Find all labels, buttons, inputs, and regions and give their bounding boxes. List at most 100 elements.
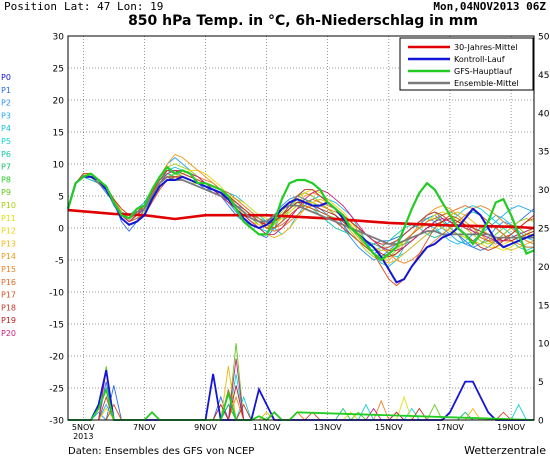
member-label-p16: P16 <box>1 278 16 287</box>
member-precip-p1 <box>105 385 122 421</box>
member-precip-p15 <box>373 399 390 421</box>
member-label-p19: P19 <box>1 316 16 325</box>
member-precip-p19 <box>388 411 405 421</box>
temp-line-kontroll-lauf <box>67 175 535 284</box>
member-label-p14: P14 <box>1 252 16 261</box>
y-tick-label-left: -5 <box>55 257 64 267</box>
y-tick-label-right: 25 <box>538 225 549 235</box>
member-precip-p7 <box>220 403 237 421</box>
x-tick-label: 13NOV <box>314 423 342 432</box>
member-precip-p1 <box>212 395 229 421</box>
y-tick-label-right: 35 <box>538 148 549 158</box>
member-precip-p5 <box>510 403 527 421</box>
member-label-p18: P18 <box>1 303 16 312</box>
member-label-p4: P4 <box>1 124 11 133</box>
member-label-p12: P12 <box>1 227 16 236</box>
chart-title: 850 hPa Temp. in °C, 6h-Niederschlag in … <box>128 13 478 29</box>
y-tick-label-left: -10 <box>49 289 64 299</box>
member-precip-p11 <box>396 395 413 421</box>
temp-line-gfs-hauptlauf <box>66 165 535 262</box>
member-precip-p9 <box>426 403 443 421</box>
member-label-p6: P6 <box>1 150 11 159</box>
member-label-p7: P7 <box>1 163 11 172</box>
member-label-p11: P11 <box>1 214 16 223</box>
member-precip-p9 <box>350 411 367 421</box>
member-precip-p13 <box>464 407 481 421</box>
member-label-p3: P3 <box>1 111 11 120</box>
y-tick-label-left: 0 <box>58 225 64 235</box>
member-precip-p20 <box>365 407 382 421</box>
member-precip-p7 <box>335 407 352 421</box>
brand-label: Wetterzentrale <box>464 444 546 457</box>
data-source: Daten: Ensembles des GFS von NCEP <box>68 446 254 457</box>
x-tick-label: 15NOV <box>375 423 403 432</box>
x-tick-label: 7NOV <box>133 423 156 432</box>
plot-frame <box>67 35 535 421</box>
member-label-p0: P0 <box>1 73 11 82</box>
y-tick-label-right: 15 <box>538 301 549 311</box>
member-precip-p19 <box>227 385 245 421</box>
precip-line-gfs-hauptlauf <box>68 386 535 422</box>
member-precip-p15 <box>227 395 245 421</box>
legend-label: Ensemble-Mittel <box>454 79 519 88</box>
member-precip-p9 <box>227 343 245 421</box>
x-tick-label: 17NOV <box>436 423 464 432</box>
ensemble-members <box>67 153 535 421</box>
y-tick-label-left: -20 <box>49 353 64 363</box>
member-precip-p5 <box>403 407 420 421</box>
temp-line-ensemble-mittel <box>67 175 534 245</box>
lat-lon-label: Lat: 47 Lon: 19 <box>64 0 163 13</box>
member-precip-p13 <box>220 366 237 421</box>
y-tick-label-right: 10 <box>538 340 550 350</box>
x-tick-label: 5NOV <box>72 423 95 432</box>
axes: 302520151050-5-10-15-20-25-3050454035302… <box>49 33 549 442</box>
y-tick-label-right: 5 <box>538 378 544 388</box>
member-label-p2: P2 <box>1 99 11 108</box>
member-precip-p18 <box>411 407 428 421</box>
y-tick-label-right: 30 <box>538 186 550 196</box>
member-label-p15: P15 <box>1 265 16 274</box>
y-tick-label-left: 30 <box>53 33 65 43</box>
position-label: Position <box>4 0 57 13</box>
y-tick-label-right: 45 <box>538 71 549 81</box>
y-tick-label-left: 20 <box>53 97 65 107</box>
member-labels: P0 P1 P2 P3 P4 P5 P6 P7 P8 P9 P10 P11 P12 P13 P14 P15 P1… <box>1 73 16 338</box>
member-precip-p5 <box>235 395 252 421</box>
y-tick-label-left: -25 <box>49 385 64 395</box>
legend-label: GFS-Hauptlauf <box>454 67 512 76</box>
y-tick-label-right: 0 <box>538 417 544 427</box>
y-tick-label-right: 50 <box>538 33 550 43</box>
x-tick-label: 11NOV <box>253 423 281 432</box>
member-precip-p3 <box>98 403 115 421</box>
y-tick-label-left: 10 <box>53 161 65 171</box>
x-tick-label: 9NOV <box>194 423 217 432</box>
y-tick-label-left: 25 <box>53 65 64 75</box>
member-label-p20: P20 <box>1 329 16 338</box>
member-label-p13: P13 <box>1 239 16 248</box>
member-precip-p11 <box>342 411 359 421</box>
member-precip-p7 <box>457 411 474 421</box>
member-precip-p11 <box>98 407 115 421</box>
y-tick-label-left: -15 <box>49 321 64 331</box>
member-label-p1: P1 <box>1 86 11 95</box>
y-tick-label-left: 5 <box>58 193 64 203</box>
member-precip-p19 <box>212 403 229 421</box>
precipitation <box>68 369 535 422</box>
legend-label: Kontroll-Lauf <box>454 55 505 64</box>
member-label-p10: P10 <box>1 201 16 210</box>
x-tick-sublabel: 2013 <box>73 432 93 441</box>
legend-label: 30-Jahres-Mittel <box>454 43 517 52</box>
run-date: Mon,04NOV2013 06Z <box>433 0 546 13</box>
y-tick-label-right: 20 <box>538 263 550 273</box>
member-precip-p17 <box>495 411 512 421</box>
y-tick-label-left: 15 <box>53 129 64 139</box>
member-label-p5: P5 <box>1 137 11 146</box>
legend: 30-Jahres-Mittel Kontroll-Lauf GFS-Hauptla… <box>399 37 534 91</box>
member-precip-p18 <box>235 403 252 421</box>
y-tick-label-right: 40 <box>538 109 550 119</box>
member-label-p8: P8 <box>1 175 11 184</box>
member-label-p17: P17 <box>1 291 16 300</box>
main-series <box>66 165 535 284</box>
y-tick-label-left: -30 <box>49 417 64 427</box>
